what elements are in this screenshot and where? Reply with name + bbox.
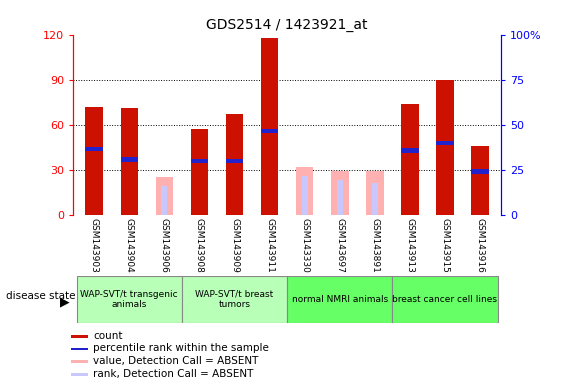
Text: WAP-SVT/t transgenic
animals: WAP-SVT/t transgenic animals	[81, 290, 178, 309]
Bar	[191, 159, 208, 163]
Bar	[392, 276, 498, 323]
Text: disease state: disease state	[6, 291, 75, 301]
Text: rank, Detection Call = ABSENT: rank, Detection Call = ABSENT	[93, 369, 253, 379]
Bar	[261, 38, 278, 215]
Title: GDS2514 / 1423921_at: GDS2514 / 1423921_at	[207, 18, 368, 32]
Bar	[331, 171, 348, 215]
Bar	[302, 176, 308, 215]
Bar	[401, 104, 419, 215]
Bar	[71, 373, 88, 376]
Bar	[226, 114, 243, 215]
Bar	[71, 334, 88, 338]
Bar	[372, 184, 378, 215]
Text: GSM143916: GSM143916	[476, 218, 485, 273]
Text: ▶: ▶	[60, 295, 70, 308]
Text: count: count	[93, 331, 123, 341]
Text: GSM143908: GSM143908	[195, 218, 204, 273]
Bar	[287, 276, 392, 323]
Text: GSM143904: GSM143904	[125, 218, 134, 273]
Bar	[337, 180, 343, 215]
Bar	[120, 108, 138, 215]
Bar	[366, 171, 383, 215]
Text: GSM143906: GSM143906	[160, 218, 169, 273]
Text: GSM143913: GSM143913	[405, 218, 414, 273]
Bar	[471, 146, 489, 215]
Bar	[471, 169, 489, 174]
Bar	[261, 129, 278, 133]
Bar	[436, 80, 454, 215]
Bar	[86, 147, 103, 151]
Text: GSM143915: GSM143915	[440, 218, 449, 273]
Bar	[86, 107, 103, 215]
Bar	[226, 159, 243, 163]
Text: GSM143891: GSM143891	[370, 218, 379, 273]
Bar	[436, 141, 454, 145]
Bar	[182, 276, 287, 323]
Bar	[155, 177, 173, 215]
Text: GSM143909: GSM143909	[230, 218, 239, 273]
Text: GSM143903: GSM143903	[90, 218, 99, 273]
Text: GSM143911: GSM143911	[265, 218, 274, 273]
Bar	[120, 157, 138, 162]
Bar	[71, 348, 88, 351]
Text: value, Detection Call = ABSENT: value, Detection Call = ABSENT	[93, 356, 258, 366]
Bar	[296, 167, 314, 215]
Bar	[71, 361, 88, 363]
Bar	[162, 187, 167, 215]
Text: WAP-SVT/t breast
tumors: WAP-SVT/t breast tumors	[195, 290, 274, 309]
Bar	[191, 129, 208, 215]
Bar	[401, 148, 419, 152]
Text: GSM143330: GSM143330	[300, 218, 309, 273]
Text: breast cancer cell lines: breast cancer cell lines	[392, 295, 498, 304]
Text: percentile rank within the sample: percentile rank within the sample	[93, 343, 269, 353]
Text: GSM143697: GSM143697	[335, 218, 344, 273]
Bar	[77, 276, 182, 323]
Text: normal NMRI animals: normal NMRI animals	[292, 295, 388, 304]
